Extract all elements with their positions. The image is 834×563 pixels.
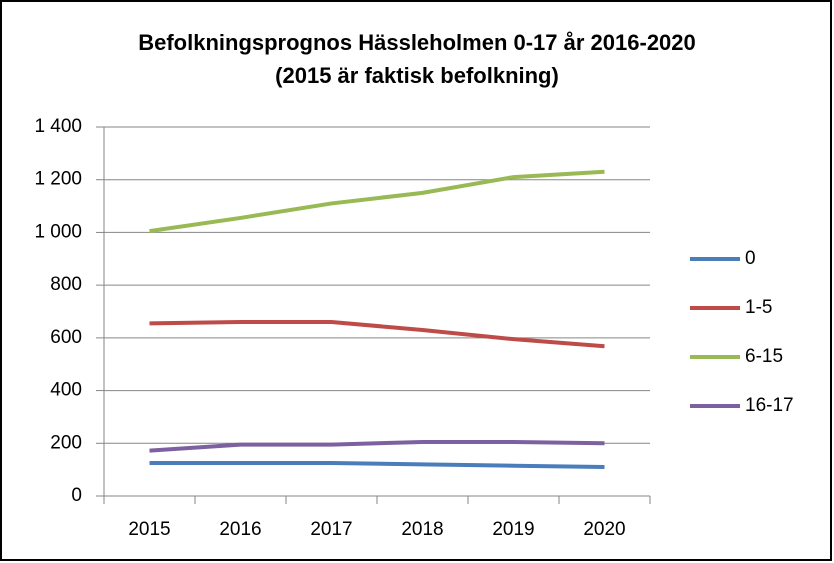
y-tick-label: 600 xyxy=(50,327,82,348)
chart-title: Befolkningsprognos Hässleholmen 0-17 år … xyxy=(138,30,696,55)
y-tick-label: 800 xyxy=(50,274,82,295)
x-tick-label: 2017 xyxy=(310,519,352,540)
series-line xyxy=(149,439,605,453)
x-tick-label: 2018 xyxy=(401,519,443,540)
y-tick-label: 1 400 xyxy=(34,116,82,137)
legend-label: 16-17 xyxy=(745,395,794,416)
legend-label: 0 xyxy=(745,248,756,269)
x-tick-label: 2020 xyxy=(583,519,625,540)
y-tick-label: 200 xyxy=(50,432,82,453)
x-tick-label: 2015 xyxy=(128,519,170,540)
x-tick-label: 2019 xyxy=(492,519,534,540)
legend-label: 6-15 xyxy=(745,346,783,367)
y-tick-label: 400 xyxy=(50,380,82,401)
legend-label: 1-5 xyxy=(745,297,772,318)
series-line xyxy=(149,461,605,470)
x-tick-label: 2016 xyxy=(219,519,261,540)
y-tick-label: 1 200 xyxy=(34,169,82,190)
series-line xyxy=(149,169,605,234)
y-tick-label: 1 000 xyxy=(34,221,82,242)
series-line xyxy=(149,320,605,349)
chart-subtitle: (2015 är faktisk befolkning) xyxy=(275,63,559,88)
y-tick-label: 0 xyxy=(71,485,82,506)
